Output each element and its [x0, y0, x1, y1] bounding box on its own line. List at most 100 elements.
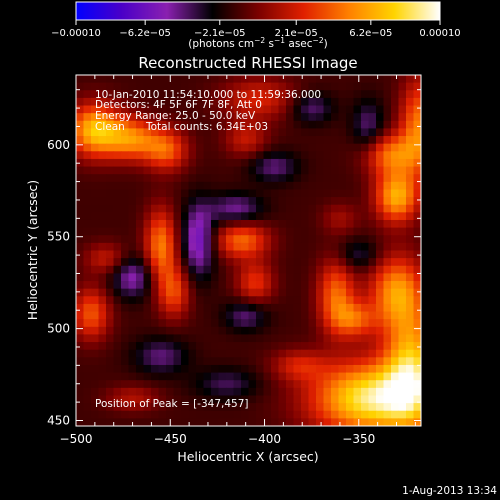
heatmap-cell	[368, 197, 377, 206]
heatmap-cell	[368, 227, 377, 236]
heatmap-cell	[121, 227, 130, 236]
heatmap-cell	[361, 204, 370, 213]
heatmap-cell	[173, 410, 182, 419]
heatmap-cell	[271, 235, 280, 244]
x-tick-label: −500	[60, 432, 93, 446]
heatmap-cell	[211, 219, 220, 229]
heatmap-cell	[361, 166, 370, 175]
heatmap-cell	[263, 364, 272, 374]
heatmap-cell	[203, 319, 212, 328]
heatmap-cell	[368, 158, 377, 168]
heatmap-cell	[308, 334, 317, 343]
heatmap-cell	[226, 166, 235, 175]
heatmap-cell	[121, 349, 130, 358]
heatmap-cell	[196, 319, 205, 328]
heatmap-cell	[196, 342, 205, 351]
heatmap-cell	[278, 410, 287, 419]
heatmap-cell	[376, 128, 385, 137]
heatmap-cell	[383, 105, 392, 114]
heatmap-cell	[143, 326, 152, 336]
heatmap-cell	[106, 395, 115, 404]
heatmap-cell	[331, 258, 340, 267]
heatmap-cell	[278, 342, 287, 351]
heatmap-cell	[91, 326, 100, 336]
heatmap-cell	[383, 204, 392, 213]
heatmap-cell	[368, 151, 377, 160]
heatmap-cell	[83, 189, 92, 198]
heatmap-cell	[361, 364, 370, 374]
heatmap-cell	[83, 105, 92, 114]
heatmap-cell	[383, 273, 392, 282]
heatmap-cell	[211, 174, 220, 183]
heatmap-cell	[128, 395, 137, 404]
heatmap-cell	[323, 82, 332, 91]
heatmap-cell	[203, 273, 212, 282]
heatmap-cell	[113, 258, 122, 267]
heatmap-cell	[143, 82, 152, 91]
heatmap-cell	[353, 403, 362, 412]
heatmap-cell	[278, 204, 287, 213]
heatmap-cell	[346, 250, 355, 259]
heatmap-cell	[113, 82, 122, 91]
heatmap-cell	[83, 395, 92, 404]
heatmap-cell	[173, 372, 182, 381]
heatmap-cell	[271, 136, 280, 145]
heatmap-cell	[181, 227, 190, 236]
heatmap-cell	[368, 105, 377, 114]
heatmap-cell	[391, 281, 400, 290]
heatmap-cell	[406, 227, 415, 236]
heatmap-cell	[331, 181, 340, 191]
heatmap-cell	[398, 281, 407, 290]
heatmap-cell	[203, 105, 212, 114]
heatmap-cell	[76, 372, 85, 381]
heatmap-cell	[398, 82, 407, 91]
heatmap-cell	[128, 136, 137, 145]
heatmap-cell	[413, 242, 421, 252]
heatmap-cell	[278, 181, 287, 191]
heatmap-cell	[323, 418, 332, 426]
heatmap-cell	[203, 128, 212, 137]
heatmap-cell	[188, 82, 197, 91]
heatmap-cell	[323, 281, 332, 290]
heatmap-cell	[383, 296, 392, 305]
heatmap-cell	[346, 128, 355, 137]
heatmap-cell	[248, 174, 257, 183]
heatmap-cell	[361, 120, 370, 130]
heatmap-cell	[271, 403, 280, 412]
heatmap-cell	[226, 113, 235, 122]
heatmap-cell	[121, 151, 130, 160]
heatmap-cell	[256, 288, 265, 297]
heatmap-cell	[211, 75, 220, 84]
heatmap-cell	[211, 281, 220, 290]
heatmap-cell	[398, 189, 407, 198]
heatmap-cell	[113, 105, 122, 114]
heatmap-cell	[248, 204, 257, 213]
heatmap-cell	[248, 120, 257, 130]
heatmap-cell	[158, 136, 167, 145]
heatmap-cell	[323, 334, 332, 343]
heatmap-cell	[218, 181, 227, 191]
heatmap-cell	[406, 303, 415, 313]
heatmap-cell	[203, 204, 212, 213]
heatmap-cell	[338, 143, 347, 152]
heatmap-cell	[91, 410, 100, 419]
heatmap-cell	[278, 319, 287, 328]
heatmap-cell	[121, 387, 130, 397]
heatmap-cell	[286, 357, 295, 366]
heatmap-cell	[151, 197, 160, 206]
heatmap-cell	[376, 349, 385, 358]
heatmap-cell	[203, 189, 212, 198]
heatmap-cell	[241, 158, 250, 168]
heatmap-cell	[293, 197, 302, 206]
heatmap-cell	[361, 296, 370, 305]
heatmap-cell	[263, 120, 272, 130]
heatmap-cell	[383, 227, 392, 236]
heatmap-cell	[158, 250, 167, 259]
heatmap-cell	[346, 242, 355, 252]
heatmap-cell	[338, 242, 347, 252]
heatmap-cell	[181, 75, 190, 84]
heatmap-cell	[241, 387, 250, 397]
heatmap-cell	[143, 395, 152, 404]
heatmap-cell	[308, 212, 317, 221]
heatmap-cell	[383, 334, 392, 343]
